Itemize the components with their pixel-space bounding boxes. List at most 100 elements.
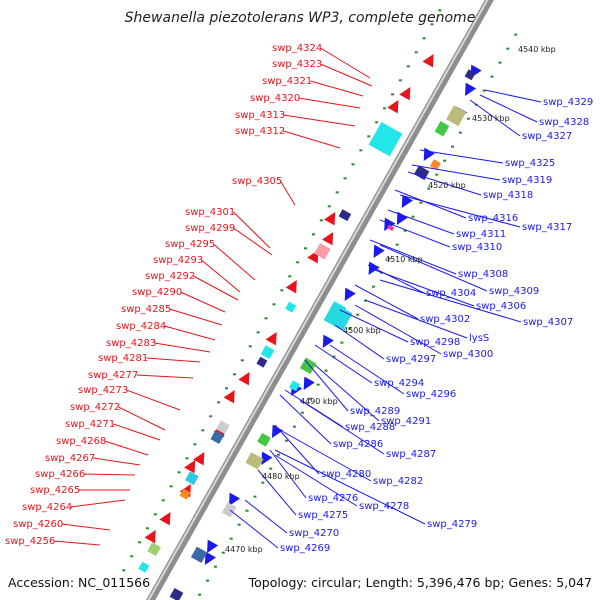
gene-label[interactable]: swp_4285 bbox=[121, 304, 171, 315]
gene-label[interactable]: swp_4318 bbox=[483, 190, 533, 201]
position-tick bbox=[288, 275, 292, 278]
leader-line bbox=[354, 284, 419, 320]
gene-label[interactable]: swp_4312 bbox=[235, 126, 285, 137]
gene-label[interactable]: swp_4277 bbox=[88, 370, 138, 381]
gene-label[interactable]: swp_4281 bbox=[98, 353, 148, 364]
gene-label[interactable]: swp_4313 bbox=[235, 110, 285, 121]
leader-line bbox=[274, 454, 358, 507]
leader-line bbox=[469, 99, 521, 137]
gene-label[interactable]: swp_4296 bbox=[406, 389, 456, 400]
gene-label[interactable]: swp_4267 bbox=[45, 453, 95, 464]
gene-label[interactable]: swp_4282 bbox=[373, 476, 423, 487]
gene-label[interactable]: swp_4309 bbox=[489, 286, 539, 297]
position-tick bbox=[514, 33, 518, 36]
position-tick bbox=[269, 467, 273, 470]
gene-box bbox=[434, 121, 450, 137]
gene-label[interactable]: swp_4317 bbox=[522, 222, 572, 233]
position-tick bbox=[375, 121, 379, 124]
gene-label[interactable]: swp_4305 bbox=[232, 176, 282, 187]
gene-label[interactable]: swp_4260 bbox=[13, 519, 63, 530]
topology-text: Topology: circular; Length: 5,396,476 bp… bbox=[248, 575, 592, 590]
gene-label[interactable]: swp_4320 bbox=[250, 93, 300, 104]
gene-label[interactable]: swp_4269 bbox=[280, 543, 330, 554]
gene-label[interactable]: swp_4302 bbox=[420, 314, 470, 325]
gene-label[interactable]: swp_4290 bbox=[132, 287, 182, 298]
leader-line bbox=[118, 406, 166, 431]
gene-label[interactable]: swp_4293 bbox=[153, 255, 203, 266]
gene-box bbox=[464, 69, 476, 81]
position-tick bbox=[237, 523, 241, 526]
gene-label[interactable]: swp_4321 bbox=[262, 76, 312, 87]
gene-label[interactable]: lysS bbox=[469, 333, 489, 344]
leader-line bbox=[387, 209, 455, 235]
gene-label[interactable]: swp_4256 bbox=[5, 536, 55, 547]
leader-line bbox=[61, 523, 111, 531]
position-tick bbox=[221, 551, 225, 554]
gene-label[interactable]: swp_4275 bbox=[298, 510, 348, 521]
leader-line bbox=[104, 440, 149, 456]
gene-box bbox=[216, 420, 230, 434]
gene-box bbox=[323, 302, 353, 331]
gene-label[interactable]: swp_4288 bbox=[345, 422, 395, 433]
gene-label[interactable]: swp_4298 bbox=[410, 337, 460, 348]
gene-label[interactable]: swp_4278 bbox=[359, 501, 409, 512]
position-tick bbox=[406, 65, 410, 68]
position-tick bbox=[351, 163, 355, 166]
gene-label[interactable]: swp_4294 bbox=[374, 378, 424, 389]
gene-label[interactable]: swp_4265 bbox=[30, 485, 80, 496]
gene-label[interactable]: swp_4300 bbox=[443, 349, 493, 360]
leader-line bbox=[283, 130, 341, 149]
gene-label[interactable]: swp_4327 bbox=[522, 131, 572, 142]
kbp-label: 4470 kbp bbox=[225, 545, 263, 554]
gene-label[interactable]: swp_4329 bbox=[543, 97, 593, 108]
gene-label[interactable]: swp_4319 bbox=[502, 175, 552, 186]
gene-label[interactable]: swp_4306 bbox=[476, 301, 526, 312]
position-tick bbox=[332, 355, 336, 358]
leader-line bbox=[407, 171, 482, 196]
gene-label[interactable]: swp_4270 bbox=[289, 528, 339, 539]
gene-label[interactable]: swp_4301 bbox=[185, 207, 235, 218]
leader-line bbox=[379, 219, 451, 248]
gene-label[interactable]: swp_4316 bbox=[468, 213, 518, 224]
gene-box bbox=[413, 165, 430, 181]
gene-label[interactable]: swp_4284 bbox=[116, 321, 166, 332]
gene-label[interactable]: swp_4307 bbox=[523, 317, 573, 328]
gene-label[interactable]: swp_4266 bbox=[35, 469, 85, 480]
position-tick bbox=[240, 359, 244, 362]
gene-label[interactable]: swp_4279 bbox=[427, 519, 477, 530]
gene-label[interactable]: swp_4286 bbox=[333, 439, 383, 450]
gene-label[interactable]: swp_4325 bbox=[505, 158, 555, 169]
gene-label[interactable]: swp_4287 bbox=[386, 449, 436, 460]
gene-arrow bbox=[387, 100, 399, 114]
gene-label[interactable]: swp_4271 bbox=[65, 419, 115, 430]
gene-label[interactable]: swp_4289 bbox=[350, 406, 400, 417]
gene-label[interactable]: swp_4268 bbox=[56, 436, 106, 447]
gene-label[interactable]: swp_4292 bbox=[145, 271, 195, 282]
gene-label[interactable]: swp_4283 bbox=[106, 338, 156, 349]
position-tick bbox=[316, 383, 320, 386]
leader-line bbox=[310, 80, 364, 97]
leader-line bbox=[399, 194, 521, 228]
gene-label[interactable]: swp_4299 bbox=[185, 223, 235, 234]
gene-label[interactable]: swp_4280 bbox=[321, 469, 371, 480]
leader-line bbox=[379, 279, 522, 323]
leader-line bbox=[411, 164, 501, 181]
gene-label[interactable]: swp_4310 bbox=[452, 242, 502, 253]
gene-label[interactable]: swp_4308 bbox=[458, 269, 508, 280]
position-tick bbox=[359, 149, 363, 152]
gene-label[interactable]: swp_4297 bbox=[386, 354, 436, 365]
gene-label[interactable]: swp_4328 bbox=[539, 117, 589, 128]
kbp-label: 4500 kbp bbox=[343, 326, 381, 335]
gene-label[interactable]: swp_4272 bbox=[70, 402, 120, 413]
gene-label[interactable]: swp_4323 bbox=[272, 59, 322, 70]
gene-box bbox=[221, 502, 237, 518]
gene-label[interactable]: swp_4291 bbox=[381, 416, 431, 427]
gene-label[interactable]: swp_4295 bbox=[165, 239, 215, 250]
gene-label[interactable]: swp_4311 bbox=[456, 229, 506, 240]
gene-label[interactable]: swp_4276 bbox=[308, 493, 358, 504]
gene-label[interactable]: swp_4324 bbox=[272, 43, 322, 54]
gene-label[interactable]: swp_4304 bbox=[426, 288, 476, 299]
gene-label[interactable]: swp_4264 bbox=[22, 502, 72, 513]
leader-line bbox=[283, 114, 356, 127]
gene-label[interactable]: swp_4273 bbox=[78, 385, 128, 396]
